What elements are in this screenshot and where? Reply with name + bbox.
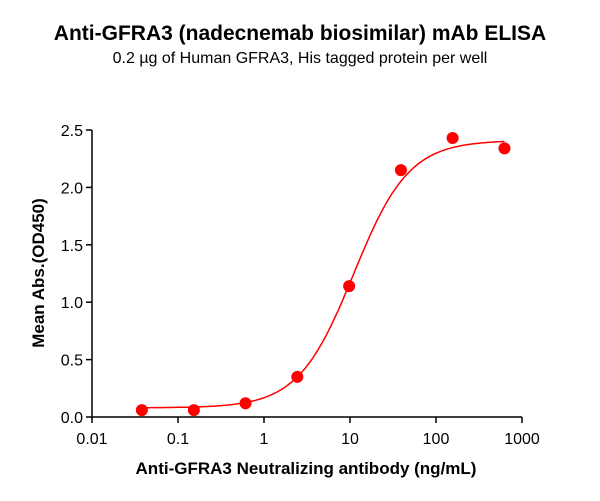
y-tick-label: 1.5	[61, 238, 83, 255]
x-tick-label: 1000	[504, 431, 540, 448]
chart-subtitle: 0.2 µg of Human GFRA3, His tagged protei…	[112, 50, 488, 67]
y-tick-label: 0.0	[61, 410, 83, 427]
data-point	[343, 280, 356, 293]
data-point	[187, 404, 200, 417]
y-tick-label: 1.0	[61, 295, 83, 312]
data-point	[498, 142, 511, 155]
y-tick-label: 0.5	[61, 353, 83, 370]
data-point	[291, 370, 304, 383]
y-axis-label: Mean Abs.(OD450)	[29, 198, 48, 348]
data-point	[135, 404, 148, 417]
x-tick-label: 0.1	[167, 431, 189, 448]
y-tick-label: 2.5	[61, 123, 83, 140]
x-tick-label: 10	[341, 431, 359, 448]
chart-title: Anti-GFRA3 (nadecnemab biosimilar) mAb E…	[53, 22, 547, 45]
data-point	[446, 132, 459, 145]
data-point	[394, 164, 407, 177]
y-tick-label: 2.0	[61, 180, 83, 197]
fit-curve	[141, 140, 505, 409]
x-axis-label: Anti-GFRA3 Neutralizing antibody (ng/mL)	[136, 459, 477, 478]
data-point	[239, 397, 252, 410]
x-tick-label: 1	[260, 431, 269, 448]
x-tick-label: 100	[423, 431, 450, 448]
x-tick-label: 0.01	[76, 431, 107, 448]
